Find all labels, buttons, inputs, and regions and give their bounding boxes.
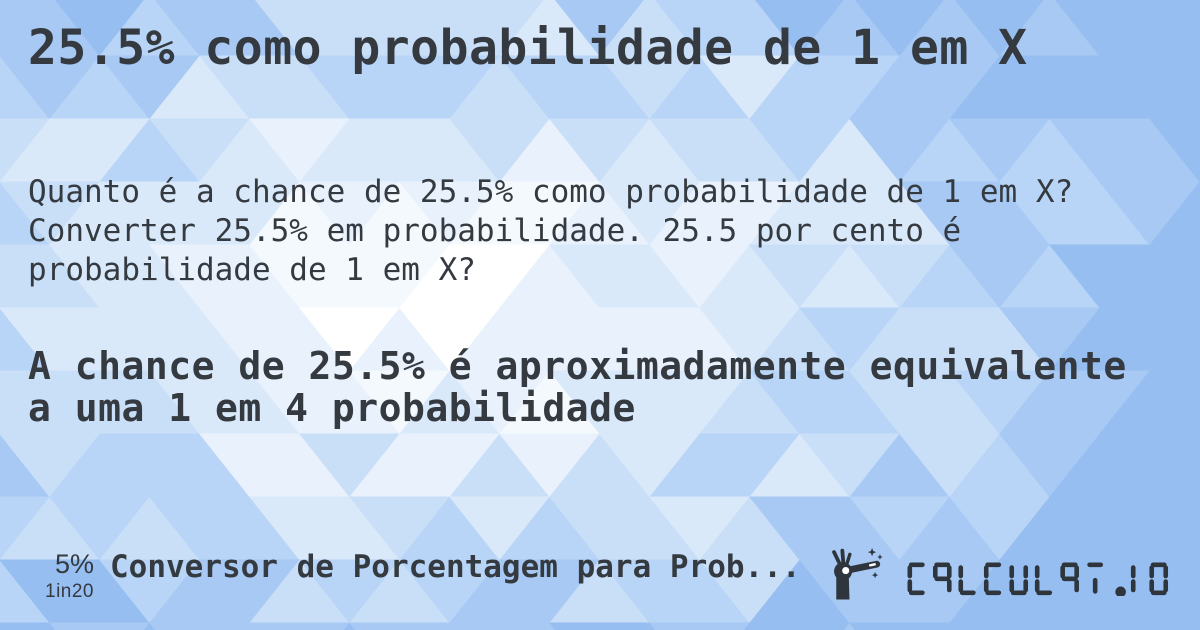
percent-probability-badge: 5% 1in20 [28, 549, 94, 602]
page-title: 25.5% como probabilidade de 1 em X [28, 20, 1028, 76]
site-logo [825, 545, 1175, 601]
badge-percent-label: 5% [54, 549, 94, 579]
logo-wordmark [907, 562, 1169, 596]
question-text: Quanto é a chance de 25.5% como probabil… [28, 174, 1074, 288]
answer-text: A chance de 25.5% é aproximadamente equi… [28, 344, 1127, 430]
footer-category-title: Conversor de Porcentagem para Prob... [110, 549, 801, 585]
badge-ratio-label: 1in20 [45, 581, 94, 602]
magic-wand-hand-icon [832, 547, 883, 600]
